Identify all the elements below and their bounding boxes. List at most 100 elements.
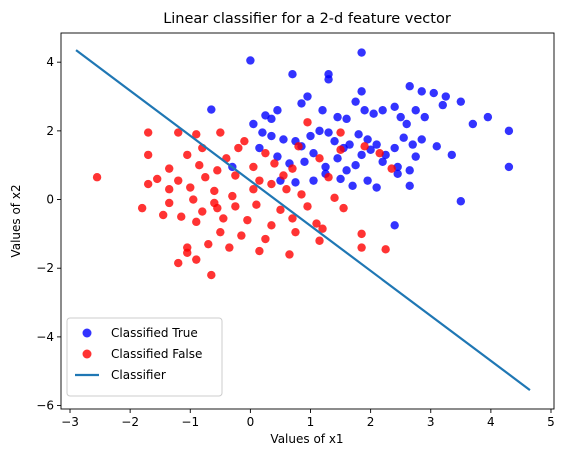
data-point — [291, 227, 300, 237]
data-point — [243, 215, 252, 225]
x-axis-title: Values of x1 — [270, 432, 343, 446]
data-point — [285, 250, 294, 259]
data-point — [255, 176, 264, 185]
data-point — [213, 203, 222, 213]
x-tick-label: 0 — [247, 415, 255, 429]
data-point — [207, 105, 216, 114]
data-point — [267, 221, 276, 230]
data-point — [402, 119, 411, 129]
data-point — [429, 88, 438, 98]
data-point — [273, 106, 282, 115]
data-point — [297, 99, 306, 108]
data-point — [363, 135, 372, 144]
data-point — [192, 255, 201, 264]
data-point — [192, 217, 201, 227]
data-point — [234, 143, 243, 153]
data-point — [249, 162, 258, 172]
legend-label: Classified True — [111, 326, 198, 340]
data-point — [315, 126, 324, 136]
data-point — [387, 164, 396, 173]
data-point — [339, 203, 348, 213]
x-tick-label: −3 — [61, 415, 79, 429]
data-point — [279, 171, 288, 180]
data-point — [183, 150, 192, 160]
data-point — [267, 114, 276, 124]
data-point — [342, 166, 351, 175]
data-point — [231, 202, 240, 211]
data-point — [204, 239, 213, 249]
data-point — [357, 150, 366, 160]
data-point — [174, 176, 183, 185]
data-point — [357, 243, 366, 252]
data-point — [282, 185, 291, 194]
data-point — [369, 109, 378, 118]
y-tick-label: 0 — [46, 193, 54, 207]
data-point — [183, 248, 192, 257]
data-point — [360, 106, 369, 115]
data-point — [405, 181, 414, 191]
data-point — [267, 179, 276, 189]
data-point — [315, 154, 324, 163]
data-point — [288, 214, 297, 223]
data-point — [143, 179, 153, 189]
data-point — [258, 128, 267, 137]
legend-box — [66, 317, 223, 397]
data-point — [372, 183, 381, 192]
data-point — [306, 131, 315, 141]
data-point — [165, 164, 174, 173]
data-point — [216, 128, 225, 137]
data-point — [375, 148, 384, 158]
data-point — [405, 82, 414, 91]
data-point — [417, 87, 426, 96]
data-point — [438, 100, 447, 110]
data-point — [390, 143, 399, 153]
data-point — [246, 56, 255, 65]
y-axis-title: Values of x2 — [9, 184, 23, 257]
data-point — [174, 128, 183, 137]
data-point — [152, 174, 162, 184]
legend-marker — [82, 328, 92, 338]
data-point — [351, 161, 360, 170]
data-point — [456, 97, 466, 106]
chart-title: Linear classifier for a 2-d feature vect… — [163, 11, 451, 27]
data-point — [207, 270, 216, 280]
data-point — [345, 140, 354, 149]
data-point — [249, 119, 258, 129]
data-point — [315, 236, 324, 245]
data-point — [468, 119, 478, 129]
x-tick-label: −1 — [181, 415, 199, 429]
data-point — [143, 128, 153, 137]
data-point — [360, 142, 369, 151]
data-point — [255, 246, 264, 256]
data-point — [363, 176, 372, 185]
y-tick-label: 4 — [46, 55, 54, 69]
x-tick-label: 2 — [367, 415, 375, 429]
data-point — [336, 145, 345, 154]
data-point — [378, 106, 387, 115]
data-point — [342, 114, 351, 124]
data-point — [240, 136, 249, 146]
data-point — [318, 224, 327, 233]
data-point — [354, 130, 363, 139]
data-point — [137, 203, 147, 213]
data-point — [309, 148, 318, 158]
data-point — [318, 106, 327, 115]
data-point — [324, 75, 333, 84]
plot-area — [75, 48, 531, 391]
data-point — [336, 174, 345, 184]
x-tick-label: 3 — [427, 415, 435, 429]
data-point — [312, 219, 321, 228]
data-point — [396, 112, 405, 122]
data-point — [399, 133, 408, 142]
data-point — [267, 131, 276, 141]
data-point — [390, 221, 399, 230]
data-point — [273, 152, 282, 161]
data-point — [189, 195, 198, 204]
data-point — [165, 198, 174, 208]
data-point — [210, 186, 219, 196]
data-point — [393, 169, 402, 178]
data-point — [249, 185, 258, 194]
data-point — [231, 171, 240, 180]
data-point — [333, 154, 342, 163]
data-point — [201, 173, 210, 182]
